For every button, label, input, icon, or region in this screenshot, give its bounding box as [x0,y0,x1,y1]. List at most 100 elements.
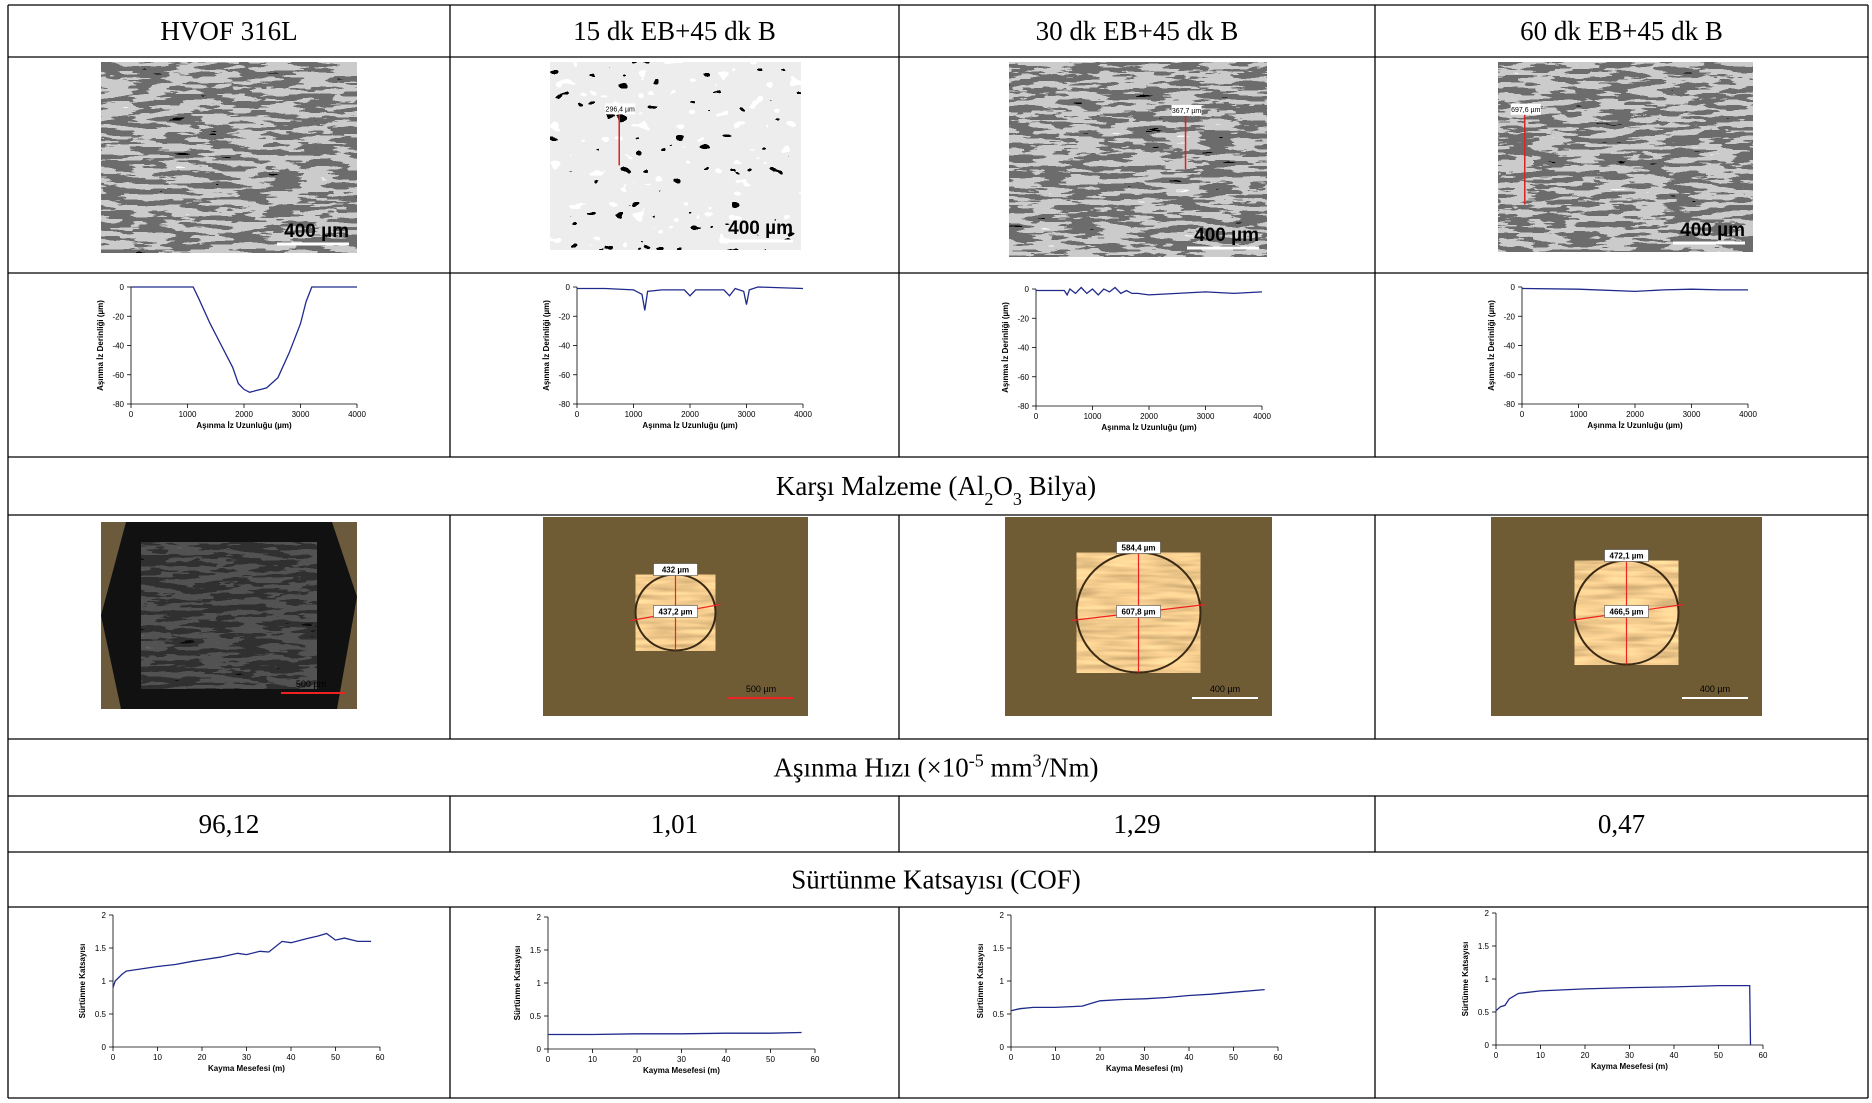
x-tick-label: 0 [1009,1053,1014,1062]
x-tick-label: 60 [376,1053,385,1062]
scar-texture [141,542,317,689]
y-tick-label: -80 [558,400,570,409]
data-line [113,934,371,988]
title-part: O [993,471,1013,501]
data-line [1522,289,1748,292]
section-title: Karşı Malzeme (Al2O3 Bilya) [776,471,1096,509]
y-tick-label: 1 [102,977,107,986]
x-tick-label: 1000 [1084,412,1102,421]
x-tick-label: 30 [1140,1053,1149,1062]
data-line [577,287,803,310]
x-tick-label: 0 [129,410,134,419]
x-tick-label: 60 [811,1055,820,1064]
x-tick-label: 0 [1494,1051,1499,1060]
y-tick-label: 0.5 [1478,1008,1490,1017]
y-tick-label: -60 [1503,371,1515,380]
y-tick-label: -40 [1503,342,1515,351]
y-tick-label: -80 [1017,402,1029,411]
x-tick-label: 20 [1096,1053,1105,1062]
x-tick-label: 10 [153,1053,162,1062]
x-tick-label: 0 [1520,410,1525,419]
x-axis-label: Aşınma İz Uzunluğu (µm) [642,421,738,430]
line-chart: 0-20-40-60-8001000200030004000Aşınma İz … [96,283,366,430]
x-tick-label: 0 [575,410,580,419]
scale-label: 500 µm [296,679,326,689]
y-axis-label: Aşınma İz Derinliği (µm) [542,300,551,391]
line-chart: 0-20-40-60-8001000200030004000Aşınma İz … [1001,285,1271,432]
measure-label: 466,5 µm [1610,608,1644,617]
x-axis-label: Kayma Mesefesi (m) [643,1066,720,1075]
wear-rate-value: 96,12 [199,809,260,839]
y-tick-label: 0 [102,1043,107,1052]
column-header: 60 dk EB+45 dk B [1520,16,1723,46]
y-axis-label: Sürtünme Katsayısı [78,944,87,1019]
x-tick-label: 2000 [681,410,699,419]
measure-label: 697,6 µm [1511,107,1540,114]
document: HVOF 316L15 dk EB+45 dk B30 dk EB+45 dk … [0,0,1872,1103]
y-tick-label: -20 [558,312,570,321]
x-tick-label: 60 [1759,1051,1768,1060]
section-title: Sürtünme Katsayısı (COF) [791,865,1081,895]
ball-image: 584,4 µm607,8 µm400 µm [1005,517,1272,716]
x-axis-label: Kayma Mesefesi (m) [208,1064,285,1073]
title-part: mm [984,753,1033,783]
y-tick-label: 1 [1000,977,1005,986]
y-tick-label: -20 [112,312,124,321]
y-tick-label: -60 [1017,373,1029,382]
data-line [548,1033,802,1035]
y-axis-label: Sürtünme Katsayısı [513,946,522,1021]
measure-label: 584,4 µm [1122,544,1156,553]
x-tick-label: 40 [1185,1053,1194,1062]
y-tick-label: 1 [1485,975,1490,984]
y-tick-label: 1.5 [530,946,542,955]
y-tick-label: 0 [1511,283,1516,292]
y-tick-label: 1 [537,979,542,988]
x-tick-label: 1000 [179,410,197,419]
y-tick-label: 0.5 [95,1010,107,1019]
y-axis-label: Aşınma İz Derinliği (µm) [96,300,105,391]
y-tick-label: 0 [566,283,571,292]
y-axis-label: Sürtünme Katsayısı [976,944,985,1019]
y-tick-label: 2 [102,911,107,920]
y-tick-label: 0 [1000,1043,1005,1052]
y-axis-label: Aşınma İz Derinliği (µm) [1001,302,1010,393]
column-header: HVOF 316L [160,16,297,46]
y-tick-label: 1.5 [1478,942,1490,951]
x-tick-label: 3000 [1197,412,1215,421]
measure-label: 432 µm [662,566,689,575]
title-part: Karşı Malzeme (Al [776,471,984,501]
ball-image: 500 µm [101,522,357,709]
title-part: -5 [969,751,984,771]
x-axis-label: Kayma Mesefesi (m) [1591,1062,1668,1071]
x-axis-label: Aşınma İz Uzunluğu (µm) [196,421,292,430]
scale-label: 400 µm [728,218,793,239]
title-part: 2 [984,489,993,509]
scale-label: 500 µm [746,684,776,694]
y-tick-label: -80 [112,400,124,409]
x-tick-label: 50 [331,1053,340,1062]
x-axis-label: Aşınma İz Uzunluğu (µm) [1101,423,1197,432]
y-tick-label: 0 [120,283,125,292]
x-tick-label: 30 [677,1055,686,1064]
y-tick-label: 0.5 [993,1010,1005,1019]
y-tick-label: 0 [1485,1041,1490,1050]
wear-rate-value: 1,01 [651,809,698,839]
x-tick-label: 50 [766,1055,775,1064]
x-tick-label: 3000 [1683,410,1701,419]
x-axis-label: Kayma Mesefesi (m) [1106,1064,1183,1073]
title-part: Aşınma Hızı (×10 [774,753,969,783]
x-tick-label: 4000 [348,410,366,419]
x-tick-label: 40 [287,1053,296,1062]
measure-label: 472,1 µm [1610,552,1644,561]
wear-rate-value: 0,47 [1598,809,1645,839]
scale-label: 400 µm [284,221,349,242]
y-tick-label: 1.5 [95,944,107,953]
y-tick-label: 0 [537,1045,542,1054]
data-line [1011,990,1265,1011]
scale-label: 400 µm [1210,684,1240,694]
x-tick-label: 2000 [235,410,253,419]
